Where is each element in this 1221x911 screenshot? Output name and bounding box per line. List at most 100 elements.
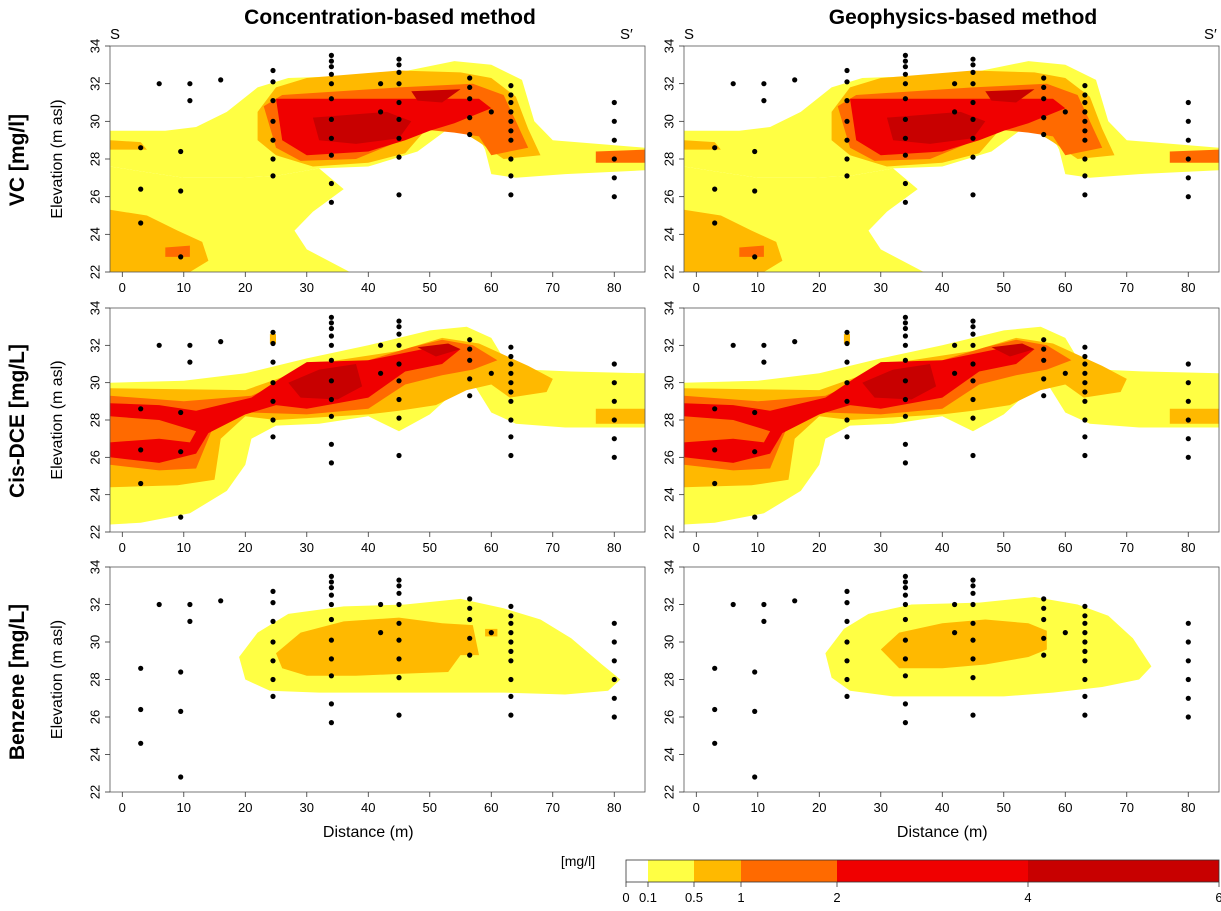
sampling-point [396,675,402,681]
sampling-point [396,81,402,87]
sampling-point [1082,676,1088,683]
plume-region-orange_light [110,337,553,488]
sampling-point [187,98,193,104]
sampling-point [508,118,514,124]
sampling-point [328,579,334,585]
sampling-point [1062,630,1068,636]
sampling-point [187,601,193,608]
sampling-point [1041,84,1047,90]
sampling-point [902,579,909,585]
y-tick-label: 28 [661,152,676,166]
y-tick-label: 28 [661,672,676,686]
chart-panel-2: 0 10 20 30 40 50 60 70 80 22 24 26 28 30 32 34 Elevation… [49,301,646,555]
sampling-point [712,145,718,151]
plume-region-orange_light [880,619,1047,669]
sampling-point [328,52,334,59]
sampling-point [467,376,473,382]
sampling-point [328,135,334,141]
sampling-point [1041,616,1047,623]
y-tick-label: 24 [87,227,102,241]
section-label-start-left: S [110,26,121,43]
sampling-point [396,69,402,75]
sampling-point [270,67,276,74]
sampling-point [178,669,184,675]
sampling-point [611,156,617,162]
section-label-end-left: S′ [620,26,633,43]
sampling-point [844,329,850,335]
sampling-point [902,637,909,643]
sampling-point [902,585,909,591]
sampling-point [1185,676,1191,683]
sampling-point [508,99,514,106]
sampling-point [328,616,334,623]
colorbar-tick-label: 4 [1024,890,1031,905]
sampling-point [752,514,758,520]
sampling-point [270,676,276,683]
sampling-point [328,320,334,326]
sampling-point [752,148,758,155]
x-tick-label: 30 [874,280,888,295]
plume-region-dark_red [886,111,986,144]
sampling-point [270,118,276,124]
sampling-point [1082,417,1088,423]
sampling-point [752,449,758,455]
sampling-point [1185,118,1191,124]
sampling-point [1082,603,1088,610]
plume-region-dark_red [288,364,363,400]
y-tick-label: 32 [87,76,102,90]
sampling-point [328,71,334,77]
sampling-point [902,357,909,363]
sampling-point [970,99,976,106]
sampling-point [270,588,276,595]
sampling-point [396,135,402,141]
x-tick-label: 60 [484,540,498,555]
sampling-point [761,342,767,348]
y-tick-label: 28 [661,413,676,427]
sampling-point [508,361,514,367]
sampling-point [1082,380,1088,386]
sampling-point [328,585,334,591]
y-tick-label: 34 [661,39,676,53]
sampling-point [396,318,402,324]
y-tick-label: 24 [661,747,676,761]
sampling-point [508,344,514,350]
sampling-point [187,359,193,365]
plume-region-orange_light [595,408,645,424]
sampling-point [508,128,514,134]
sampling-point [1185,361,1191,367]
y-tick-label: 32 [87,597,102,611]
sampling-point [1185,620,1191,626]
sampling-point [1082,712,1088,718]
x-tick-label: 50 [997,280,1011,295]
sampling-point [1185,194,1191,200]
sampling-point [902,64,909,70]
sampling-point [752,708,758,715]
x-tick-label: 50 [423,280,437,295]
x-tick-label: 60 [484,800,498,815]
x-tick-label: 20 [238,280,252,295]
sampling-point [328,460,334,466]
sampling-point [508,353,514,360]
x-tick-label: 30 [300,540,314,555]
y-tick-label: 26 [661,450,676,464]
sampling-point [1062,109,1068,115]
sampling-point [467,346,473,352]
sampling-point [611,137,617,143]
x-tick-label: 20 [812,540,826,555]
sampling-point [1082,137,1088,143]
sampling-point [844,173,850,179]
sampling-point [902,592,909,598]
sampling-point [844,588,850,595]
sampling-point [1185,436,1191,442]
sampling-point [328,342,334,348]
sampling-point [970,415,976,421]
sampling-point [178,188,184,194]
sampling-point [970,192,976,198]
x-tick-label: 20 [812,280,826,295]
sampling-point [1082,83,1088,89]
sampling-point [270,618,276,625]
y-tick-label: 30 [661,635,676,649]
sampling-point [508,613,514,619]
sampling-point [712,480,718,487]
sampling-point [1082,452,1088,459]
